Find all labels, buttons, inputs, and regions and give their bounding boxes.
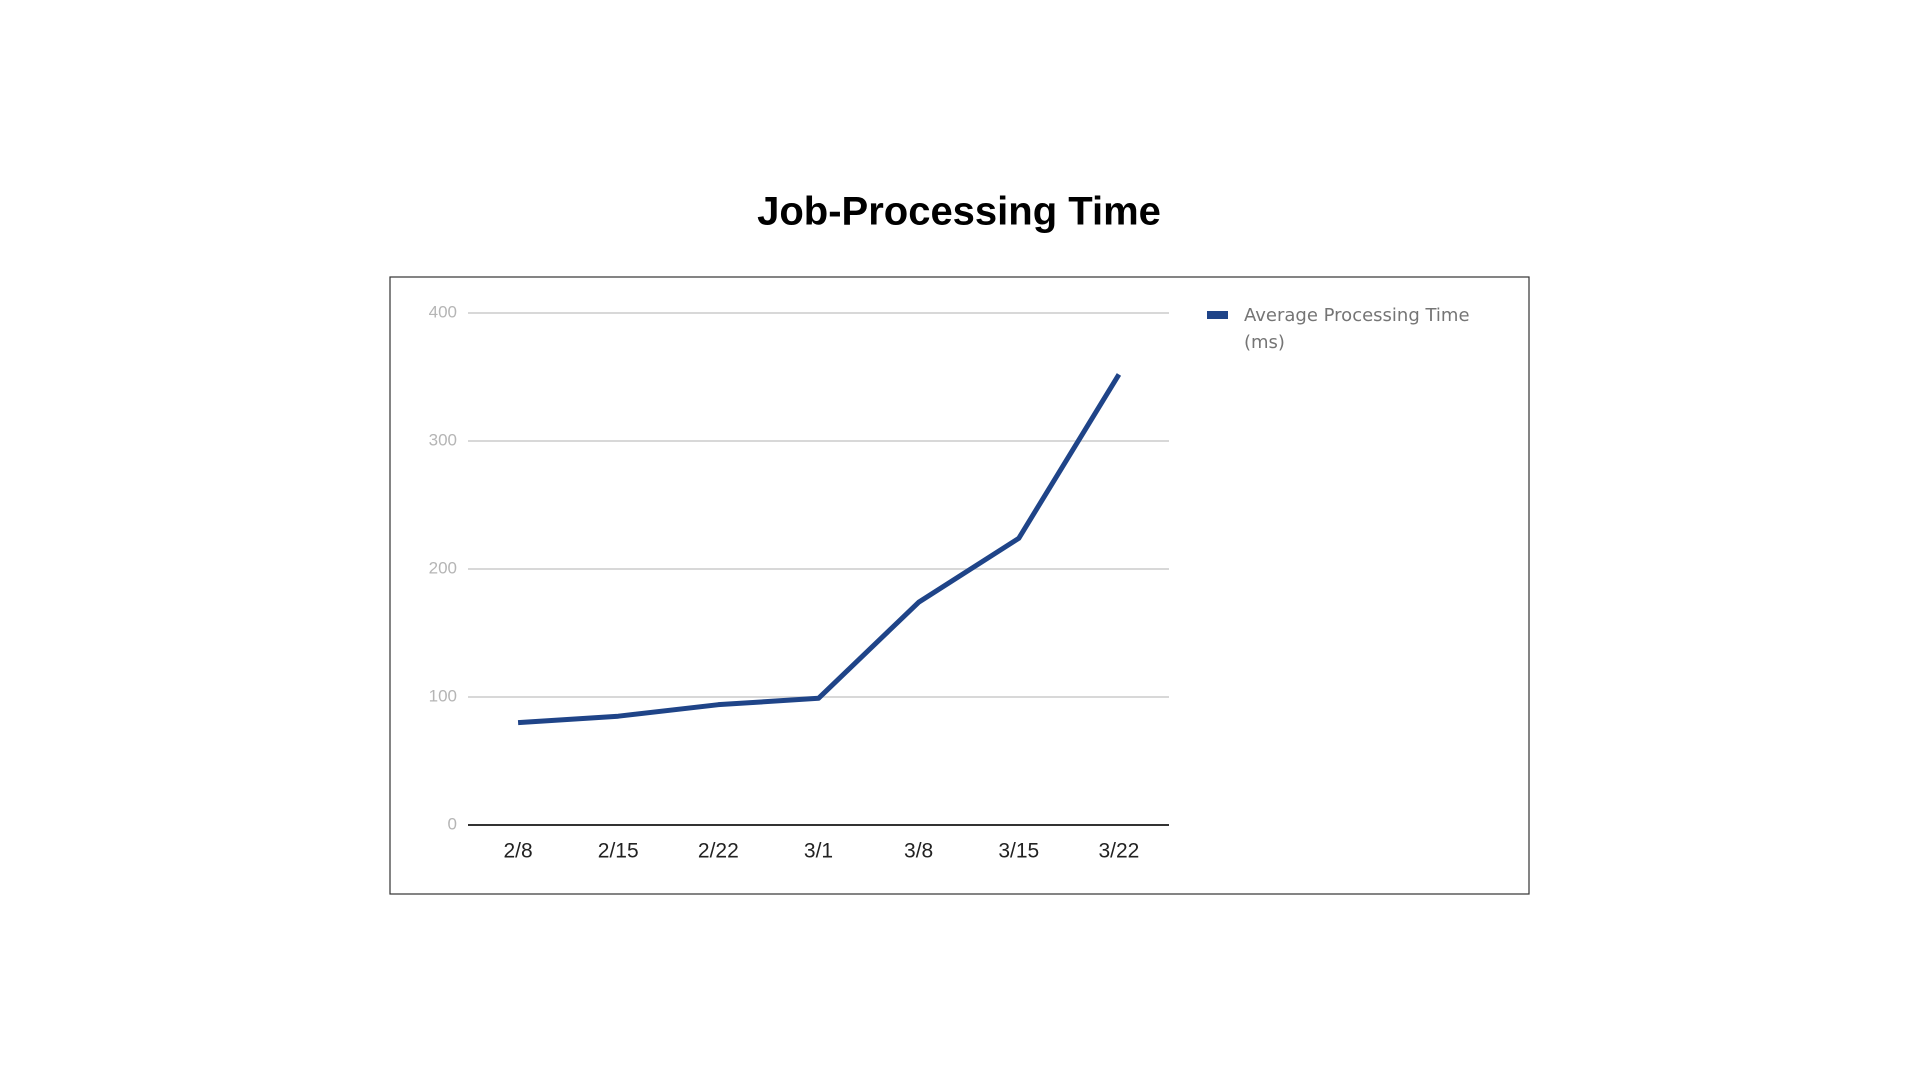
x-tick-label: 2/8	[503, 840, 532, 863]
x-tick-label: 3/1	[804, 840, 833, 863]
legend-label: Average Processing Time (ms)	[1244, 305, 1470, 353]
y-tick-label: 300	[429, 430, 457, 449]
y-tick-label: 0	[448, 814, 457, 833]
y-tick-label: 400	[429, 302, 457, 321]
y-tick-label: 200	[429, 558, 457, 577]
legend-swatch	[1207, 311, 1228, 319]
y-tick-label: 100	[429, 686, 457, 705]
x-tick-label: 3/15	[998, 840, 1039, 863]
x-tick-label: 3/22	[1098, 840, 1139, 863]
x-tick-label: 3/8	[904, 840, 933, 863]
x-tick-label: 2/22	[698, 840, 739, 863]
line	[517, 373, 1122, 726]
chart-title: Job-Processing Time	[757, 190, 1161, 234]
chart-frame	[389, 276, 1530, 895]
x-tick-label: 2/15	[598, 840, 639, 863]
